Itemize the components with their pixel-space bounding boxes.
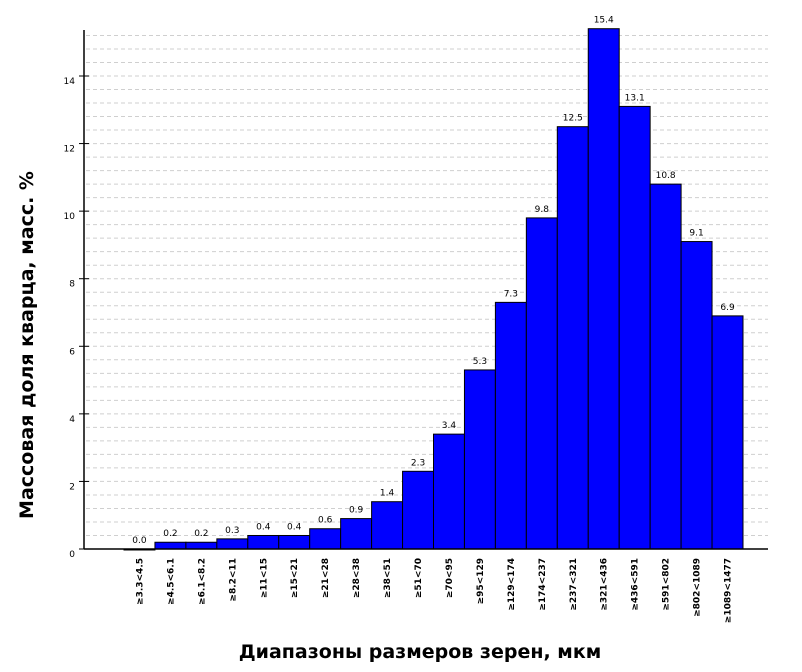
x-tick-label: ≥1089<1477	[724, 558, 734, 623]
data-label: 13.1	[625, 93, 645, 103]
bar	[556, 126, 589, 550]
data-label: 0.6	[318, 516, 333, 526]
bar	[618, 105, 651, 550]
y-tick-label: 0	[69, 550, 75, 560]
data-label: 6.9	[720, 303, 735, 313]
y-tick-label: 2	[69, 482, 75, 492]
x-axis-title: Диапазоны размеров зерен, мкм	[239, 641, 602, 663]
y-tick-label: 10	[64, 212, 76, 222]
bar	[463, 369, 496, 550]
x-tick-label: ≥28<38	[352, 558, 362, 598]
bar	[433, 433, 465, 550]
y-axis-title: Массовая доля кварца, масс. %	[16, 171, 38, 519]
data-label: 2.3	[411, 458, 425, 468]
data-label: 0.4	[287, 522, 302, 532]
data-label: 0.4	[256, 522, 271, 532]
bar	[340, 518, 373, 550]
data-label: 9.8	[535, 205, 550, 215]
x-tick-label: ≥15<21	[290, 558, 300, 598]
data-label: 0.2	[194, 529, 208, 539]
x-tick-label: ≥321<436	[600, 558, 610, 611]
x-tick-label: ≥802<1089	[693, 558, 703, 617]
data-label: 3.4	[442, 421, 457, 431]
x-tick-label: ≥237<321	[569, 558, 579, 611]
bar	[649, 183, 682, 550]
x-tick-label: ≥4.5<6.1	[166, 558, 176, 605]
x-tick-label: ≥51<70	[414, 558, 424, 598]
x-tick-label: ≥38<51	[383, 558, 393, 598]
bar	[185, 541, 218, 550]
data-label: 0.3	[225, 526, 239, 536]
y-tick-label: 8	[69, 280, 75, 290]
x-tick-label: ≥436<591	[631, 558, 641, 611]
bar	[309, 528, 342, 550]
x-tick-label: ≥70<95	[445, 558, 455, 598]
data-label: 0.2	[163, 529, 177, 539]
bar	[216, 538, 249, 550]
x-tick-label: ≥21<28	[321, 558, 331, 598]
x-tick-label: ≥129<174	[507, 558, 517, 611]
data-label: 0.0	[132, 536, 147, 546]
bar	[680, 241, 713, 550]
y-tick-label: 6	[69, 347, 75, 357]
y-tick-label: 4	[69, 415, 75, 425]
x-tick-label: ≥11<15	[259, 558, 269, 598]
x-tick-label: ≥6.1<8.2	[197, 558, 207, 605]
x-tick-label: ≥95<129	[476, 558, 486, 604]
y-tick-label: 12	[64, 145, 75, 155]
bar	[525, 217, 558, 550]
bar	[154, 541, 187, 550]
bars	[123, 28, 744, 551]
data-label: 1.4	[380, 489, 395, 499]
data-label: 15.4	[594, 16, 614, 26]
data-label: 12.5	[563, 114, 583, 124]
bar	[711, 315, 744, 550]
data-label: 5.3	[473, 357, 487, 367]
x-tick-label: ≥591<802	[662, 558, 672, 611]
y-tick-label: 14	[64, 77, 76, 87]
y-ticks: 0 2 4 6 8 10 12 14	[64, 75, 89, 560]
bar	[278, 534, 311, 550]
x-tick-labels: ≥3.3<4.5 ≥4.5<6.1 ≥6.1<8.2 ≥8.2<11 ≥11<15 ≥15…	[135, 558, 733, 623]
data-labels: 0.0 0.2 0.2 0.3 0.4 0.4 0.6 0.9 1.4 2.3 3.4 5.3 7.3 9…	[132, 16, 735, 546]
bar	[371, 501, 404, 550]
bar	[247, 534, 280, 550]
x-tick-label: ≥3.3<4.5	[135, 558, 145, 605]
data-label: 7.3	[504, 289, 518, 299]
data-label: 10.8	[656, 171, 676, 181]
bar	[587, 28, 620, 550]
data-label: 0.9	[349, 506, 364, 516]
x-tick-label: ≥174<237	[538, 558, 548, 611]
x-tick-label: ≥8.2<11	[228, 558, 238, 602]
bar	[402, 470, 434, 550]
bar	[494, 301, 527, 550]
data-label: 9.1	[689, 229, 703, 239]
